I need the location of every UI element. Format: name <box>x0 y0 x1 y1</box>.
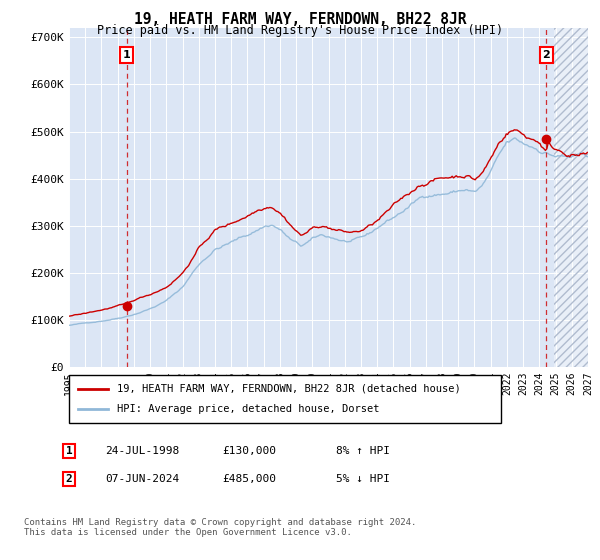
FancyBboxPatch shape <box>69 375 501 423</box>
Bar <box>554 28 588 367</box>
Text: 2: 2 <box>65 474 73 484</box>
Text: 2: 2 <box>542 50 550 60</box>
Text: £130,000: £130,000 <box>222 446 276 456</box>
Text: 19, HEATH FARM WAY, FERNDOWN, BH22 8JR (detached house): 19, HEATH FARM WAY, FERNDOWN, BH22 8JR (… <box>116 384 460 394</box>
Text: £485,000: £485,000 <box>222 474 276 484</box>
Text: 24-JUL-1998: 24-JUL-1998 <box>105 446 179 456</box>
Text: 5% ↓ HPI: 5% ↓ HPI <box>336 474 390 484</box>
Text: 1: 1 <box>123 50 131 60</box>
Text: 07-JUN-2024: 07-JUN-2024 <box>105 474 179 484</box>
Bar <box>554 28 588 367</box>
Text: HPI: Average price, detached house, Dorset: HPI: Average price, detached house, Dors… <box>116 404 379 414</box>
Text: 1: 1 <box>65 446 73 456</box>
Text: 8% ↑ HPI: 8% ↑ HPI <box>336 446 390 456</box>
Text: Contains HM Land Registry data © Crown copyright and database right 2024.
This d: Contains HM Land Registry data © Crown c… <box>24 518 416 538</box>
Text: 19, HEATH FARM WAY, FERNDOWN, BH22 8JR: 19, HEATH FARM WAY, FERNDOWN, BH22 8JR <box>134 12 466 27</box>
Text: Price paid vs. HM Land Registry's House Price Index (HPI): Price paid vs. HM Land Registry's House … <box>97 24 503 36</box>
